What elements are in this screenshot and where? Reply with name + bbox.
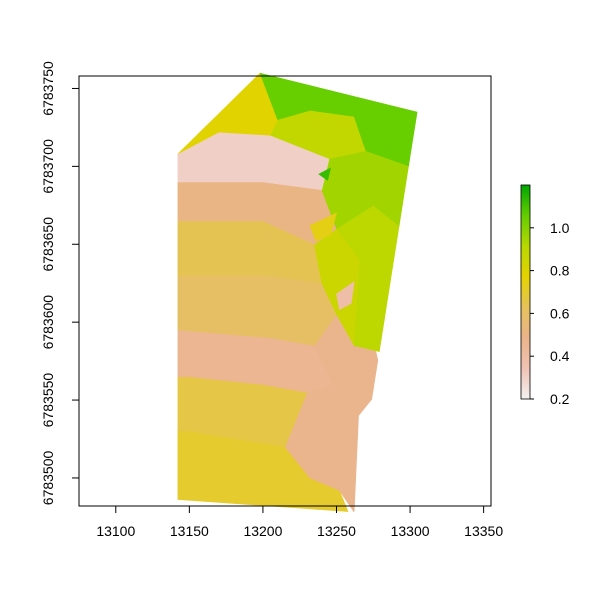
color-legend: 0.2 0.4 0.6 0.8 1.0 [520,184,570,407]
legend-tick-label: 0.8 [550,263,570,279]
y-axis: 6783500 6783550 6783600 6783650 6783700 67837… [40,61,80,505]
y-tick-label: 6783600 [40,295,56,350]
raster-cell-18 [318,167,332,181]
x-axis: 13100 13150 13200 13250 13300 13350 [96,505,503,539]
y-tick-label: 6783700 [40,139,56,194]
y-tick-label: 6783650 [40,217,56,272]
legend-tick-label: 1.0 [550,220,570,236]
x-tick-label: 13200 [243,523,282,539]
raster-cell-15 [177,72,278,155]
legend-color-bar [520,184,531,400]
raster-cells [177,72,418,513]
legend-tick-label: 0.4 [550,348,570,364]
y-tick-label: 6783750 [40,61,56,116]
y-tick-label: 6783500 [40,450,56,505]
legend-tick-label: 0.2 [550,391,570,407]
y-tick-label: 6783550 [40,373,56,428]
x-tick-label: 13150 [170,523,209,539]
x-tick-label: 13300 [391,523,430,539]
raster-cell-19 [309,212,337,242]
legend-tick-label: 0.6 [550,305,570,321]
x-tick-label: 13100 [96,523,135,539]
raster-cell-17 [336,281,355,311]
x-tick-label: 13250 [317,523,356,539]
legend-ticks: 0.2 0.4 0.6 0.8 1.0 [530,220,570,407]
x-tick-label: 13350 [464,523,503,539]
